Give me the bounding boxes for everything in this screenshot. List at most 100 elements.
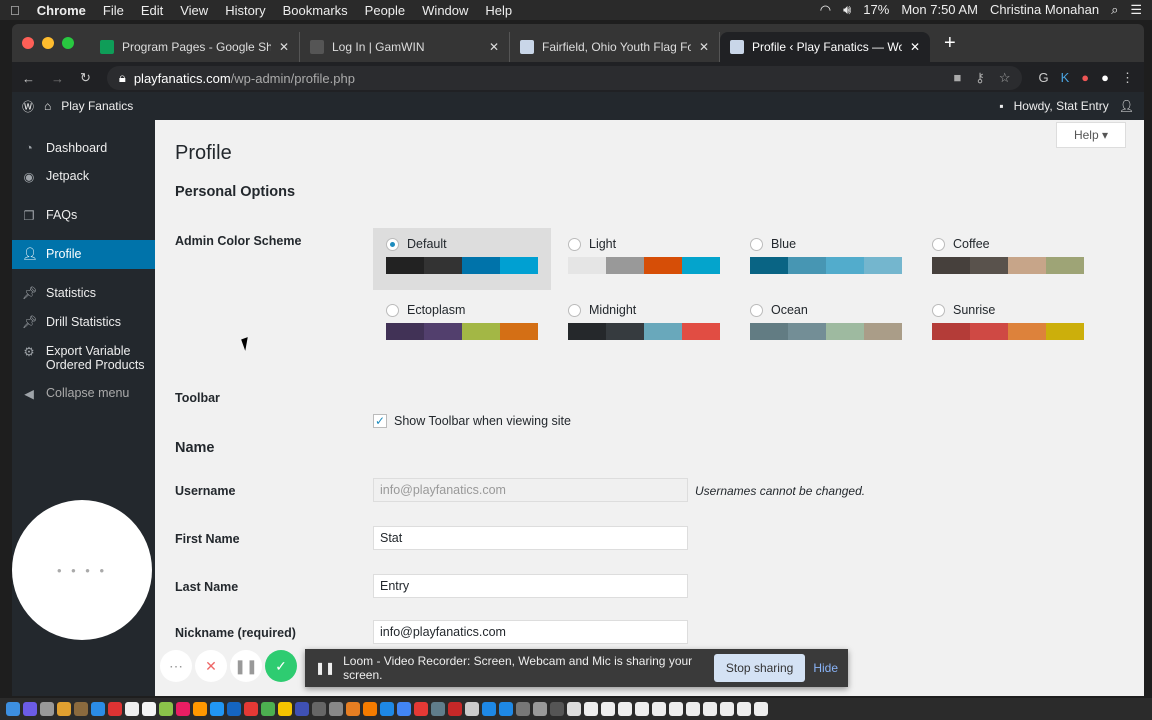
collapse-menu-button[interactable]: ◀ Collapse menu — [12, 379, 155, 408]
volume-icon[interactable]: 🔊︎ — [843, 2, 852, 17]
notification-center-icon[interactable]: ☰ — [1130, 2, 1142, 17]
wifi-icon[interactable]: ◠ — [819, 2, 832, 17]
color-scheme-ectoplasm[interactable]: Ectoplasm — [373, 294, 551, 356]
loom-finish-button[interactable]: ✓ — [265, 650, 297, 682]
reload-icon[interactable]: ↻ — [80, 70, 91, 85]
dock-app-icon[interactable] — [635, 702, 649, 716]
user-icon[interactable]: 👤︎ — [1118, 99, 1134, 113]
tab-gamwin[interactable]: Log In | GamWIN ✕ — [300, 32, 510, 62]
dock-app-icon[interactable] — [601, 702, 615, 716]
close-tab-icon[interactable]: ✕ — [488, 40, 499, 54]
address-bar[interactable]: 🔒︎ playfanatics.com/wp-admin/profile.php… — [106, 66, 1023, 90]
grammarly-extension-icon[interactable]: G — [1038, 70, 1049, 85]
dock-app-icon[interactable] — [669, 702, 683, 716]
dock-app-icon[interactable] — [380, 702, 394, 716]
dock-app-icon[interactable] — [193, 702, 207, 716]
color-scheme-radio[interactable] — [750, 303, 763, 317]
sidebar-item-jetpack[interactable]: ◉ Jetpack — [23, 169, 90, 184]
dock-app-icon[interactable] — [142, 702, 156, 716]
camera-icon[interactable]: ■ — [953, 70, 962, 85]
menu-people[interactable]: People — [354, 2, 405, 18]
dock-app-icon[interactable] — [346, 702, 360, 716]
dock-app-icon[interactable] — [584, 702, 598, 716]
dock-app-icon[interactable] — [244, 702, 258, 716]
help-tab-button[interactable]: Help ▾ — [1056, 122, 1126, 148]
color-scheme-radio[interactable] — [568, 237, 581, 251]
profile-avatar-icon[interactable]: ● — [1101, 70, 1109, 85]
spotlight-icon[interactable]: ⌕ — [1111, 2, 1119, 17]
show-toolbar-label[interactable]: Show Toolbar when viewing site — [394, 414, 571, 428]
color-scheme-radio[interactable] — [386, 303, 399, 317]
dock-app-icon[interactable] — [57, 702, 71, 716]
app-menu[interactable]: Chrome — [27, 2, 86, 18]
dock-app-icon[interactable] — [210, 702, 224, 716]
menu-history[interactable]: History — [215, 2, 265, 18]
sidebar-item-statistics[interactable]: 📌︎ Statistics — [22, 286, 97, 300]
menu-edit[interactable]: Edit — [131, 2, 163, 18]
dock-app-icon[interactable] — [652, 702, 666, 716]
sidebar-item-faqs[interactable]: ❐ FAQs — [23, 208, 78, 223]
sidebar-item-profile[interactable]: 👤︎ Profile — [12, 240, 155, 269]
dock-app-icon[interactable] — [74, 702, 88, 716]
dock-app-icon[interactable] — [397, 702, 411, 716]
battery-status[interactable]: 17% — [863, 2, 890, 17]
back-icon[interactable]: ← — [22, 70, 35, 86]
color-scheme-default[interactable]: Default — [373, 228, 551, 290]
dock-app-icon[interactable] — [499, 702, 513, 716]
zoom-window-button[interactable] — [62, 37, 74, 49]
sidebar-item-export-products[interactable]: ⚙ Export Variable Ordered Products — [23, 344, 145, 372]
color-scheme-light[interactable]: Light — [555, 228, 733, 290]
color-scheme-radio[interactable] — [932, 237, 945, 251]
tab-profile[interactable]: Profile ‹ Play Fanatics — WordPress✕ — [720, 32, 930, 62]
dock-app-icon[interactable] — [108, 702, 122, 716]
dock-app-icon[interactable] — [176, 702, 190, 716]
dock-app-icon[interactable] — [329, 702, 343, 716]
color-scheme-radio[interactable] — [568, 303, 581, 317]
dock-app-icon[interactable] — [363, 702, 377, 716]
color-scheme-blue[interactable]: Blue — [737, 228, 915, 290]
menu-window[interactable]: Window — [412, 2, 468, 18]
menu-view[interactable]: View — [170, 2, 208, 18]
dock-app-icon[interactable] — [550, 702, 564, 716]
dock-app-icon[interactable] — [227, 702, 241, 716]
tab-google-sheets[interactable]: Program Pages - Google Sheets✕ — [90, 32, 300, 62]
dock-app-icon[interactable] — [23, 702, 37, 716]
stop-sharing-button[interactable]: Stop sharing — [713, 654, 806, 682]
menu-file[interactable]: File — [93, 2, 124, 18]
color-scheme-midnight[interactable]: Midnight — [555, 294, 733, 356]
dock-app-icon[interactable] — [91, 702, 105, 716]
sidebar-item-drill-statistics[interactable]: 📌︎ Drill Statistics — [22, 315, 122, 329]
dock-app-icon[interactable] — [737, 702, 751, 716]
nickname-field[interactable]: info@playfanatics.com — [373, 620, 688, 644]
hide-button[interactable]: Hide — [813, 661, 838, 675]
star-icon[interactable]: ☆ — [998, 70, 1011, 85]
first-name-field[interactable]: Stat — [373, 526, 688, 550]
color-scheme-radio[interactable] — [750, 237, 763, 251]
dock-app-icon[interactable] — [6, 702, 20, 716]
site-name-link[interactable]: Play Fanatics — [61, 99, 134, 113]
dock-app-icon[interactable] — [431, 702, 445, 716]
clock[interactable]: Mon 7:50 AM — [901, 2, 978, 17]
extension-icon[interactable]: K — [1060, 70, 1070, 85]
dock-app-icon[interactable] — [125, 702, 139, 716]
loom-cancel-button[interactable]: ✕ — [195, 650, 227, 682]
loom-extension-icon[interactable]: ● — [1081, 70, 1090, 85]
dock-app-icon[interactable] — [465, 702, 479, 716]
dock-app-icon[interactable] — [533, 702, 547, 716]
close-tab-icon[interactable]: ✕ — [698, 40, 709, 54]
close-window-button[interactable] — [22, 37, 34, 49]
menu-bookmarks[interactable]: Bookmarks — [272, 2, 348, 18]
dock-app-icon[interactable] — [278, 702, 292, 716]
new-tab-button[interactable]: + — [944, 31, 956, 54]
dock-app-icon[interactable] — [482, 702, 496, 716]
wordpress-logo-icon[interactable]: Ⓦ — [22, 99, 35, 114]
howdy-user-link[interactable]: Howdy, Stat Entry — [1013, 99, 1109, 113]
dock-app-icon[interactable] — [720, 702, 734, 716]
dock-app-icon[interactable] — [448, 702, 462, 716]
dock-app-icon[interactable] — [261, 702, 275, 716]
chrome-menu-icon[interactable]: ⋮ — [1121, 70, 1134, 85]
key-icon[interactable]: ⚷ — [975, 70, 985, 85]
last-name-field[interactable]: Entry — [373, 574, 688, 598]
apple-menu[interactable]:  — [10, 3, 20, 18]
color-scheme-radio[interactable] — [386, 237, 399, 251]
